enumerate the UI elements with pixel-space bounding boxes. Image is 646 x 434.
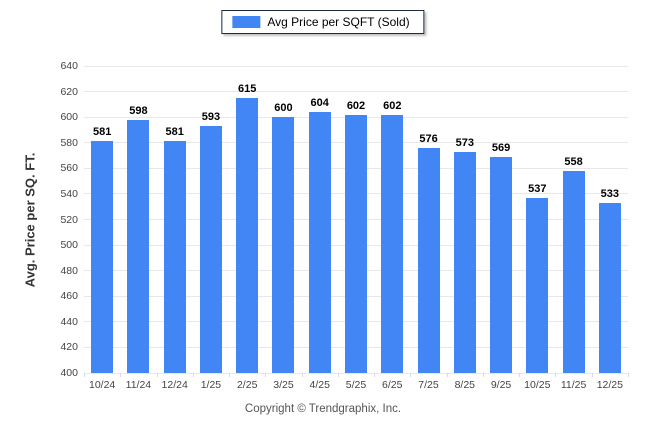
y-tick-label: 440 (60, 315, 78, 328)
y-tick-label: 560 (60, 162, 78, 175)
bar-value-label: 600 (274, 102, 293, 115)
y-tick-label: 420 (60, 341, 78, 354)
x-axis-tick (229, 373, 231, 377)
y-tick-label: 480 (60, 264, 78, 277)
x-axis-tick (301, 373, 303, 377)
x-axis-tick (374, 373, 376, 377)
x-axis-tick (84, 373, 85, 377)
x-axis-tick (265, 373, 267, 377)
bar-value-label: 598 (129, 104, 148, 117)
y-axis-title: Avg. Price per SQ. FT. (22, 152, 38, 288)
gridline (84, 65, 628, 67)
legend[interactable]: Avg Price per SQFT (Sold) (221, 10, 425, 34)
legend-swatch-icon (232, 16, 261, 28)
x-axis-tick (337, 373, 339, 377)
bar-value-label: 602 (383, 99, 402, 112)
bar-value-label: 581 (165, 126, 184, 139)
x-category-label: 6/25 (382, 379, 403, 391)
x-axis-tick (446, 373, 448, 377)
bar-11/24[interactable] (127, 119, 150, 373)
bar-11/25[interactable] (562, 170, 585, 373)
x-category-label: 1/25 (200, 379, 222, 391)
x-axis-tick (555, 373, 557, 377)
gridline (84, 91, 628, 93)
y-tick-label: 500 (60, 239, 78, 252)
bar-10/25[interactable] (526, 197, 549, 373)
bar-4/25[interactable] (308, 112, 331, 373)
x-category-label: 3/25 (273, 379, 294, 391)
bar-value-label: 576 (419, 132, 438, 145)
x-category-label: 12/24 (161, 379, 188, 391)
x-category-label: 10/25 (524, 379, 551, 391)
x-category-label: 2/25 (236, 379, 258, 391)
bar-12/25[interactable] (598, 202, 621, 373)
bar-10/24[interactable] (91, 141, 114, 373)
bar-value-label: 533 (600, 187, 620, 200)
x-axis-tick (410, 373, 412, 377)
x-category-label: 12/25 (596, 379, 623, 391)
x-category-label: 8/25 (454, 379, 475, 391)
bar-value-label: 602 (346, 99, 366, 112)
x-category-label: 9/25 (490, 379, 512, 391)
x-axis-tick (482, 373, 484, 377)
x-axis-tick (120, 373, 122, 377)
bar-value-label: 537 (528, 182, 547, 195)
y-tick-label: 540 (60, 187, 78, 200)
x-axis-tick (628, 373, 629, 377)
x-axis-tick (156, 373, 158, 377)
copyright-text: Copyright © Trendgraphix, Inc. (244, 403, 402, 415)
bar-7/25[interactable] (417, 147, 440, 373)
legend-label: Avg Price per SQFT (Sold) (267, 15, 410, 29)
bar-value-label: 615 (238, 82, 257, 95)
x-axis-tick (519, 373, 521, 377)
bar-1/25[interactable] (199, 126, 222, 373)
x-category-label: 10/24 (88, 379, 116, 391)
gridline (84, 372, 628, 374)
bar-2/25[interactable] (236, 97, 259, 373)
x-category-label: 11/25 (560, 379, 587, 391)
bar-12/24[interactable] (163, 141, 186, 373)
x-category-label: 7/25 (418, 379, 439, 391)
y-tick-label: 460 (60, 290, 78, 303)
bar-3/25[interactable] (272, 117, 295, 373)
bar-value-label: 593 (201, 111, 221, 124)
bar-value-label: 581 (92, 126, 112, 139)
y-tick-label: 520 (60, 213, 78, 226)
bar-5/25[interactable] (345, 114, 367, 373)
y-tick-label: 620 (60, 85, 78, 98)
x-axis-tick (192, 373, 194, 377)
plot-area: 640 620 600 580 560 540 520 500 480 460 440 420 400 5… (60, 60, 629, 391)
bar-value-label: 604 (310, 97, 329, 110)
y-tick-label: 400 (60, 367, 78, 379)
bar-9/25[interactable] (490, 156, 513, 373)
x-axis-tick (591, 373, 593, 377)
y-tick-label: 640 (60, 60, 78, 72)
bar-value-label: 573 (455, 136, 474, 149)
bar-8/25[interactable] (453, 151, 476, 373)
bar-6/25[interactable] (381, 114, 404, 373)
y-tick-label: 600 (60, 111, 78, 124)
bar-value-label: 558 (564, 155, 583, 168)
x-category-label: 5/25 (345, 379, 367, 391)
bar-value-label: 569 (491, 141, 511, 154)
y-tick-label: 580 (60, 136, 78, 149)
x-category-label: 4/25 (309, 379, 330, 391)
x-category-label: 11/24 (125, 379, 152, 391)
